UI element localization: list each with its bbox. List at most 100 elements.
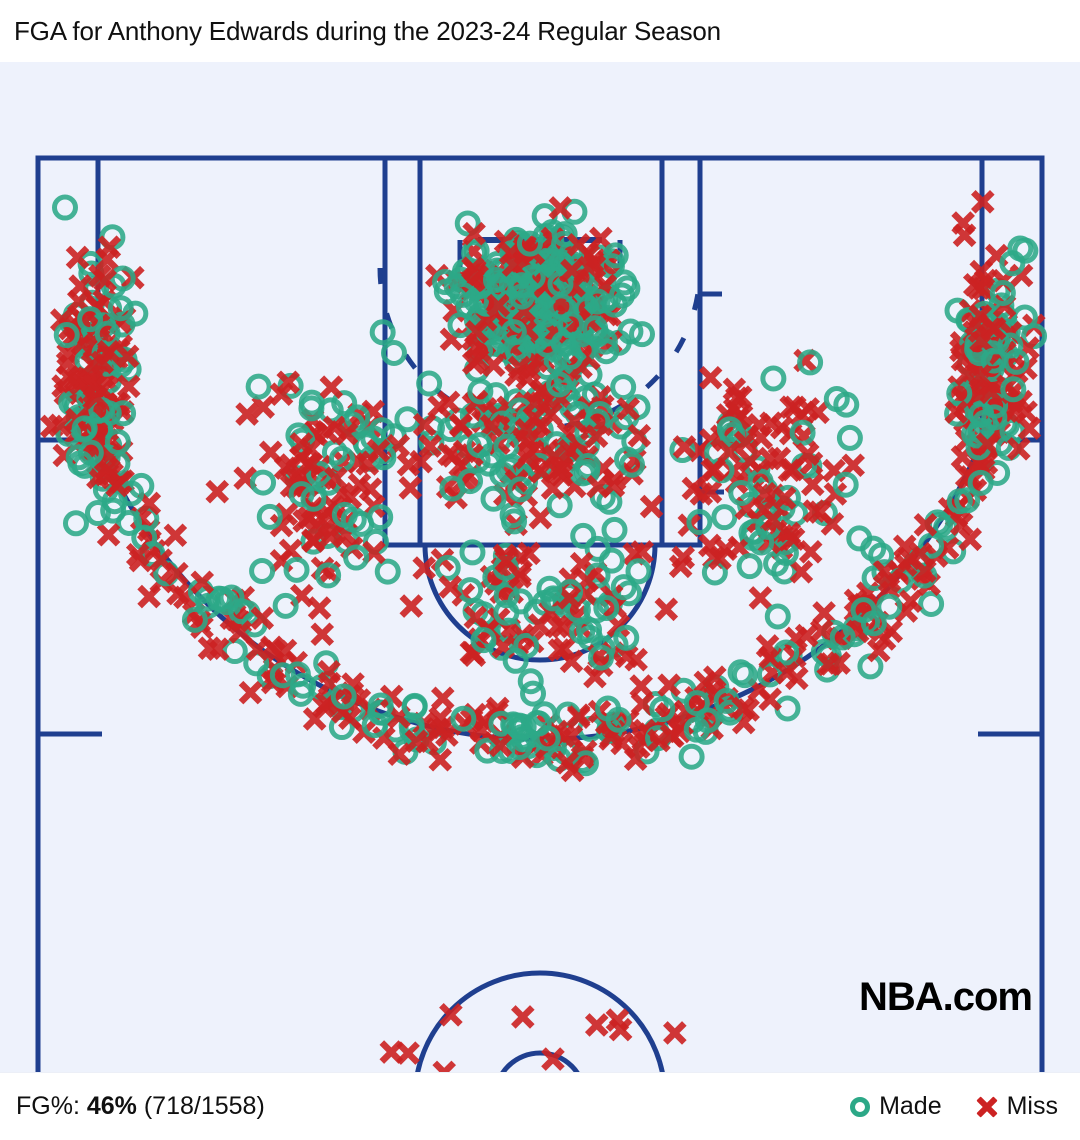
shot-marker-miss	[967, 276, 991, 300]
shot-marker-miss	[1009, 263, 1034, 288]
shot-marker-miss	[97, 235, 122, 259]
center-circle-inner	[500, 1050, 580, 1072]
shot-marker-made	[71, 415, 98, 442]
shot-marker-miss	[647, 728, 671, 753]
shot-marker-made	[330, 683, 357, 710]
shot-marker-made	[516, 230, 543, 257]
shot-marker-made	[605, 706, 632, 733]
shot-marker-miss	[954, 464, 979, 488]
shot-marker-made	[269, 662, 296, 689]
shot-marker-miss	[557, 438, 582, 463]
shot-marker-miss	[577, 255, 601, 280]
shot-marker-made	[598, 547, 625, 574]
shot-marker-miss	[228, 620, 253, 644]
shot-marker-miss	[409, 449, 433, 474]
shot-marker-miss	[269, 382, 294, 407]
shot-marker-made	[467, 378, 494, 405]
shot-marker-miss	[398, 476, 423, 500]
chart-footer: FG%: 46% (718/1558) Made Miss	[0, 1072, 1080, 1140]
shot-marker-miss	[898, 589, 923, 614]
shot-marker-made	[501, 508, 528, 535]
shot-marker-miss	[970, 189, 995, 214]
shot-marker-miss	[560, 758, 585, 783]
shot-marker-miss	[366, 438, 391, 463]
shot-marker-made	[107, 295, 134, 322]
legend-item-made: Made	[850, 1092, 942, 1121]
shot-marker-made	[432, 269, 459, 296]
shot-marker-miss	[789, 560, 814, 584]
shot-marker-miss	[428, 747, 453, 772]
shot-marker-miss	[944, 400, 968, 424]
shot-marker-made	[836, 424, 863, 451]
shot-marker-miss	[758, 687, 782, 712]
shot-marker-miss	[166, 581, 190, 606]
shot-marker-miss	[115, 344, 140, 369]
shot-marker-made	[918, 532, 945, 559]
shot-marker-miss	[748, 586, 773, 610]
shot-marker-made	[944, 400, 971, 427]
shot-marker-made	[728, 479, 755, 506]
shot-marker-made	[67, 450, 94, 477]
shot-marker-miss	[549, 456, 574, 480]
shot-marker-made	[457, 577, 484, 604]
shot-marker-made	[315, 562, 342, 589]
shot-marker-made	[369, 319, 396, 346]
shot-marker-made	[570, 522, 597, 549]
shot-marker-miss	[560, 258, 584, 283]
shot-marker-made	[482, 266, 509, 293]
shot-marker-made	[331, 390, 358, 417]
shot-marker-made	[508, 283, 535, 310]
shot-marker-made	[208, 586, 235, 613]
shot-marker-miss	[48, 413, 72, 438]
shot-marker-miss	[437, 442, 461, 467]
shot-marker-made	[602, 242, 629, 269]
shot-marker-miss	[486, 293, 511, 318]
shot-marker-miss	[90, 350, 115, 375]
shot-marker-miss	[278, 538, 303, 563]
shot-marker-made	[613, 624, 640, 651]
shot-marker-miss	[733, 430, 758, 455]
shot-marker-made	[649, 696, 676, 723]
shot-marker-miss	[759, 411, 783, 436]
shot-markers-group	[39, 189, 1048, 1072]
shot-marker-miss	[908, 541, 933, 566]
court-plot-area: NBA.com	[0, 62, 1080, 1072]
shot-marker-miss	[806, 400, 830, 425]
shot-marker-made	[344, 404, 371, 431]
shot-marker-made	[1011, 304, 1038, 331]
page-title: FGA for Anthony Edwards during the 2023-…	[14, 15, 721, 46]
shot-marker-miss	[190, 570, 215, 595]
shot-marker-miss	[877, 568, 902, 593]
shot-marker-miss	[608, 1017, 633, 1042]
court-boundary	[35, 155, 1045, 1072]
shot-marker-made	[584, 288, 611, 315]
shot-marker-miss	[96, 522, 121, 547]
shot-marker-miss	[781, 527, 806, 551]
chart-legend: Made Miss	[850, 1092, 1058, 1121]
shot-marker-made	[764, 603, 791, 630]
shot-marker-made	[967, 469, 994, 496]
shot-marker-made	[964, 422, 991, 449]
shot-marker-made	[77, 306, 104, 333]
shot-marker-made	[789, 419, 816, 446]
shot-marker-miss	[630, 692, 655, 716]
free-throw-circle-lower	[422, 544, 658, 663]
shot-marker-miss	[627, 423, 652, 448]
shot-marker-made	[493, 433, 520, 460]
shot-marker-miss	[968, 364, 992, 388]
shot-marker-miss	[672, 435, 697, 459]
shot-marker-miss	[488, 733, 513, 758]
shot-marker-miss	[137, 584, 161, 609]
shot-marker-miss	[1014, 400, 1038, 424]
shot-marker-miss	[288, 445, 313, 470]
shot-marker-miss	[671, 545, 696, 570]
shot-marker-miss	[866, 638, 891, 663]
shot-marker-miss	[507, 355, 532, 380]
shot-marker-miss	[322, 415, 347, 440]
shot-marker-miss	[979, 380, 1004, 405]
shot-marker-made	[860, 610, 887, 637]
shot-marker-made	[331, 501, 358, 528]
shot-marker-miss	[775, 661, 799, 685]
shot-marker-miss	[481, 353, 506, 378]
